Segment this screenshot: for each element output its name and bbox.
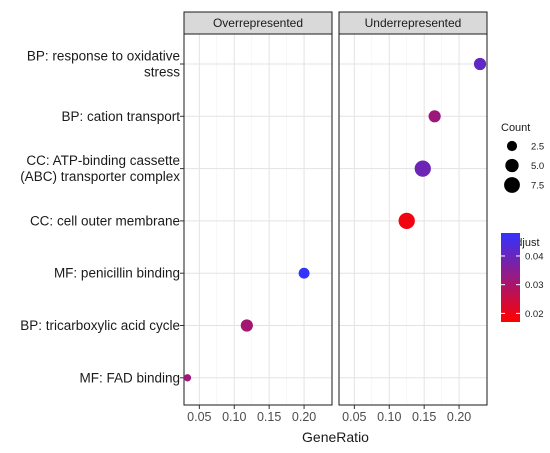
panel-border	[338, 33, 488, 406]
facet-strip-label: Underrepresented	[365, 16, 462, 30]
facet-strip-label: Overrepresented	[213, 16, 303, 30]
panel-background	[184, 34, 332, 405]
y-category-label: BP: response to oxidative stress	[27, 49, 180, 80]
size-legend-key	[504, 177, 520, 193]
data-point	[428, 110, 441, 123]
x-tick-label: 0.05	[342, 410, 366, 424]
data-point	[473, 57, 487, 71]
size-legend-key	[506, 140, 518, 152]
y-category-label: BP: tricarboxylic acid cycle	[20, 318, 180, 333]
size-legend-key	[505, 158, 519, 173]
x-tick-label: 0.05	[187, 410, 211, 424]
x-tick-label: 0.10	[377, 410, 401, 424]
x-tick-label: 0.20	[447, 410, 471, 424]
size-legend-title: Count	[501, 122, 530, 134]
y-category-label: MF: penicillin binding	[54, 266, 180, 281]
data-point	[240, 319, 253, 332]
x-axis-title: GeneRatio	[302, 429, 369, 445]
y-category-label: CC: ATP-binding cassette (ABC) transporte…	[20, 153, 180, 184]
data-point	[414, 160, 431, 177]
color-legend-bar	[501, 233, 520, 322]
data-point	[398, 212, 415, 230]
y-category-label: CC: cell outer membrane	[30, 213, 180, 228]
x-tick-label: 0.15	[257, 410, 281, 424]
y-category-label: MF: FAD binding	[79, 370, 180, 385]
size-legend-label: 7.5	[531, 181, 544, 192]
data-point	[183, 374, 192, 382]
color-legend-label: 0.03	[525, 280, 544, 291]
y-category-label: BP: cation transport	[61, 109, 180, 124]
size-legend-label: 5.0	[531, 161, 544, 172]
color-legend-label: 0.02	[525, 309, 544, 320]
size-legend-label: 2.5	[531, 142, 544, 153]
data-point	[298, 267, 310, 279]
color-legend-label: 0.04	[525, 251, 544, 262]
x-tick-label: 0.10	[222, 410, 246, 424]
panel-border	[183, 33, 333, 406]
x-tick-label: 0.15	[412, 410, 436, 424]
x-tick-label: 0.20	[292, 410, 316, 424]
